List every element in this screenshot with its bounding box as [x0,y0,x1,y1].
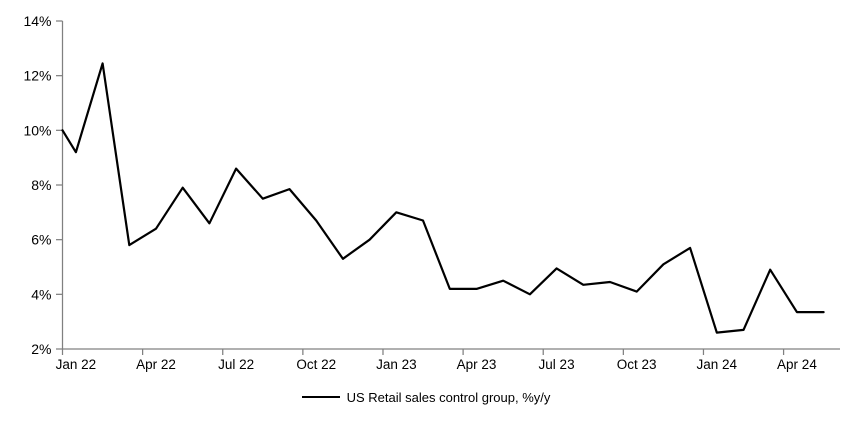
x-axis-tick-label: Jan 22 [56,357,97,372]
x-axis-tick-label: Oct 23 [617,357,657,372]
x-axis-tick-label: Apr 23 [457,357,497,372]
y-axis-tick-label: 10% [23,122,51,138]
chart-legend: US Retail sales control group, %y/y [0,388,852,406]
x-axis-tick-label: Apr 22 [136,357,176,372]
x-axis-tick-label: Jan 24 [697,357,738,372]
x-axis-tick-label: Jan 23 [376,357,417,372]
y-axis-tick-label: 4% [31,286,51,302]
y-axis-tick-label: 6% [31,232,51,248]
x-axis-tick-label: Jul 22 [218,357,254,372]
y-axis-tick-label: 8% [31,177,51,193]
x-axis-tick-label: Oct 22 [296,357,336,372]
line-chart-canvas: 14% 12% 10% 8% 6% 4% 2% Jan 22 Apr 22 Jul 22 Oct 2… [23,13,840,372]
legend-series-label: US Retail sales control group, %y/y [346,389,551,405]
x-axis-tick-label: Apr 24 [777,357,817,372]
x-axis-tick-label: Jul 23 [539,357,575,372]
data-line-us-retail-sales-control-group [61,62,825,334]
legend-line-sample-icon [301,396,340,398]
y-axis-tick-label: 12% [23,68,51,84]
y-axis-tick-label: 14% [23,13,51,29]
y-axis-tick-label: 2% [31,341,51,357]
